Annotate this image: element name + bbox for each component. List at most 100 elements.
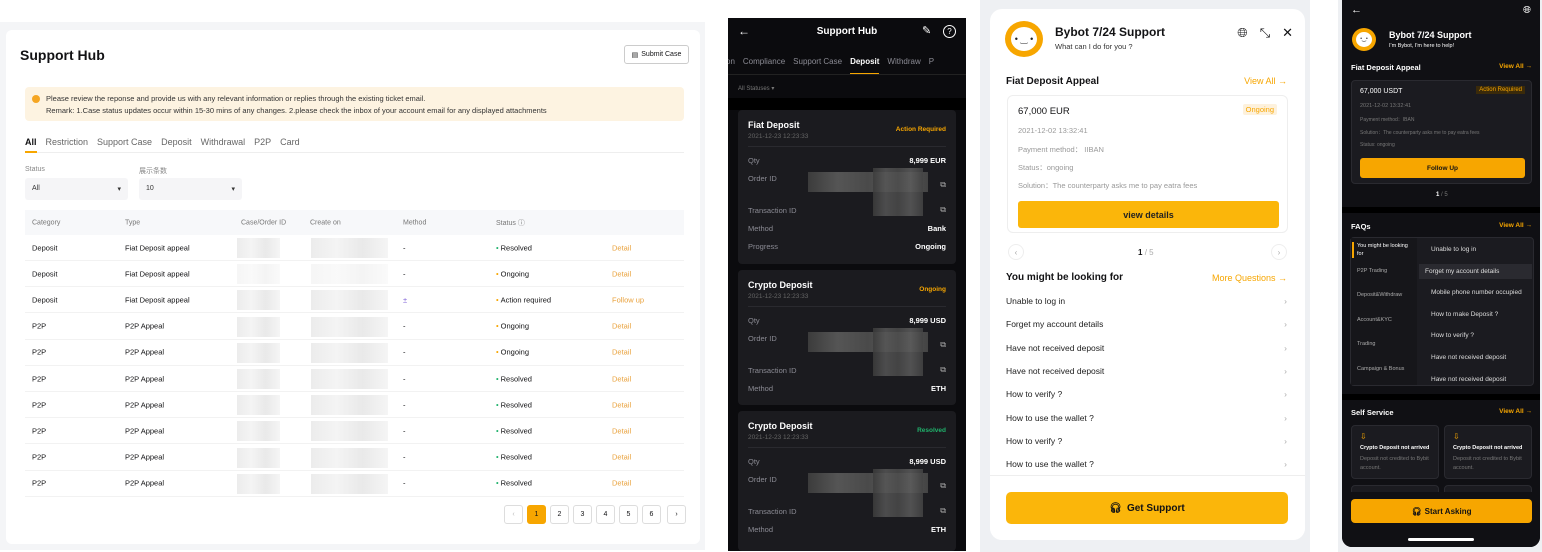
close-icon[interactable]: ✕ bbox=[1282, 25, 1293, 40]
appeal-status: Status：ongoing bbox=[1018, 163, 1074, 172]
page-button-5[interactable]: 5 bbox=[619, 505, 638, 524]
help-icon[interactable]: ⓘ bbox=[517, 219, 525, 227]
mobile-tab-4[interactable]: Withdraw bbox=[887, 57, 921, 66]
copy-icon[interactable]: ⧉ bbox=[940, 340, 946, 349]
tab-3[interactable]: Deposit bbox=[161, 137, 192, 147]
row-action-link[interactable]: Detail bbox=[612, 400, 632, 410]
view-details-button[interactable]: view details bbox=[1018, 201, 1279, 228]
more-questions-link[interactable]: More Questions → bbox=[1211, 273, 1287, 283]
appeal-date: 2021-12-02 13:32:41 bbox=[1018, 126, 1088, 135]
table-row: P2P P2P Appeal - Resolved Detail bbox=[25, 392, 684, 419]
page-button-3[interactable]: 3 bbox=[573, 505, 592, 524]
table-row: Deposit Fiat Deposit appeal - Ongoing De… bbox=[25, 261, 684, 288]
question-item[interactable]: How to verify ? › bbox=[1006, 389, 1287, 399]
faq-question[interactable]: Have not received deposit bbox=[1431, 375, 1507, 383]
row-action-link[interactable]: Detail bbox=[612, 452, 632, 462]
row-action-link[interactable]: Detail bbox=[612, 478, 632, 488]
question-item[interactable]: How to use the wallet ? › bbox=[1006, 413, 1287, 423]
edit-note-icon[interactable]: ✎ bbox=[922, 25, 932, 37]
status-select[interactable]: All ▾ bbox=[25, 178, 128, 200]
row-action-link[interactable]: Detail bbox=[612, 347, 632, 357]
page-button-4[interactable]: 4 bbox=[596, 505, 615, 524]
question-item[interactable]: How to use the wallet ? › bbox=[1006, 459, 1287, 469]
question-item[interactable]: Unable to log in › bbox=[1006, 296, 1287, 306]
minimize-icon[interactable]: ⤡ bbox=[1259, 25, 1271, 40]
prev-page-button[interactable]: ‹ bbox=[504, 505, 523, 524]
self-service-card[interactable]: ⇩ Crypto Deposit not arrived Deposit not c… bbox=[1444, 425, 1532, 479]
faq-category[interactable]: Deposit&Withdraw bbox=[1357, 292, 1403, 298]
faq-question[interactable]: Have not received deposit bbox=[1431, 354, 1507, 361]
page-button-2[interactable]: 2 bbox=[550, 505, 569, 524]
copy-icon[interactable]: ⧉ bbox=[940, 180, 946, 189]
back-arrow-icon[interactable]: ← bbox=[1351, 4, 1362, 16]
page-button-6[interactable]: 6 bbox=[642, 505, 661, 524]
faq-question[interactable]: Forget my account details bbox=[1419, 263, 1532, 279]
mobile-tab-2[interactable]: Support Case bbox=[793, 57, 843, 66]
start-asking-button[interactable]: 🎧︎ Start Asking bbox=[1351, 499, 1532, 523]
copy-icon[interactable]: ⧉ bbox=[940, 481, 946, 490]
row-action-link[interactable]: Detail bbox=[612, 269, 632, 279]
back-arrow-icon[interactable]: ← bbox=[738, 24, 750, 38]
row-action-link[interactable]: Detail bbox=[612, 374, 632, 383]
progress-value: Ongoing bbox=[915, 242, 946, 251]
faq-category[interactable]: Trading bbox=[1357, 341, 1376, 347]
notice-line-2: Remark: 1.Case status updates occur with… bbox=[46, 106, 547, 115]
submit-case-button[interactable]: ▤ Submit Case bbox=[624, 45, 689, 64]
view-all-link[interactable]: View All → bbox=[1499, 63, 1532, 70]
globe-icon[interactable]: 🌐︎ bbox=[1237, 25, 1248, 40]
method-cell: - bbox=[403, 269, 406, 279]
self-service-card[interactable]: ⇩ Crypto Deposit not arrived Deposit not c… bbox=[1351, 425, 1439, 479]
mobile-tab-0[interactable]: tion bbox=[728, 57, 735, 66]
type-cell: P2P Appeal bbox=[125, 347, 165, 357]
row-action-link[interactable]: Follow up bbox=[612, 295, 645, 305]
case-id-redacted bbox=[237, 264, 280, 285]
next-page-button[interactable]: › bbox=[667, 505, 686, 524]
page-button-1[interactable]: 1 bbox=[527, 505, 546, 524]
mobile-tab-3[interactable]: Deposit bbox=[850, 57, 880, 75]
tab-2[interactable]: Support Case bbox=[97, 137, 153, 147]
qty-value: 8,999 USD bbox=[909, 457, 946, 466]
copy-icon[interactable]: ⧉ bbox=[940, 205, 946, 214]
bot-title: Bybot 7/24 Support bbox=[1389, 30, 1472, 40]
get-support-button[interactable]: 🎧︎ Get Support bbox=[1006, 492, 1288, 524]
copy-icon[interactable]: ⧉ bbox=[940, 365, 946, 374]
faq-category[interactable]: Account&KYC bbox=[1357, 316, 1392, 323]
faqs-view-all-link[interactable]: View All → bbox=[1499, 222, 1532, 229]
deposit-card[interactable]: Crypto Deposit 2021-12-23 12:23:33 Ongoi… bbox=[738, 270, 956, 405]
desktop-support-hub: Support Hub ▤ Submit Case Please review t… bbox=[6, 30, 700, 544]
globe-icon[interactable]: 🌐︎ bbox=[1523, 5, 1531, 16]
row-action-link[interactable]: Detail bbox=[612, 321, 632, 331]
tab-1[interactable]: Restriction bbox=[45, 137, 89, 147]
mobile-tab-1[interactable]: Compliance bbox=[742, 57, 786, 66]
status-filter[interactable]: All Statuses ▾ bbox=[738, 86, 775, 92]
count-select[interactable]: 10 ▾ bbox=[139, 178, 242, 200]
tab-0[interactable]: All bbox=[25, 137, 37, 153]
faq-question[interactable]: Unable to log in bbox=[1431, 246, 1477, 253]
row-action-link[interactable]: Detail bbox=[612, 426, 632, 436]
follow-up-button[interactable]: Follow Up bbox=[1360, 158, 1525, 178]
question-item[interactable]: How to verify ? › bbox=[1006, 436, 1287, 446]
copy-icon[interactable]: ⧉ bbox=[940, 506, 946, 515]
question-item[interactable]: Have not received deposit › bbox=[1006, 343, 1287, 353]
question-item[interactable]: Have not received deposit › bbox=[1006, 366, 1287, 376]
prev-icon[interactable]: ‹ bbox=[1008, 244, 1024, 260]
faq-category[interactable]: You might be looking for bbox=[1352, 242, 1412, 258]
next-icon[interactable]: › bbox=[1271, 244, 1287, 260]
self-service-view-all-link[interactable]: View All → bbox=[1499, 408, 1532, 415]
mobile-tab-5[interactable]: P bbox=[928, 57, 935, 66]
faq-question[interactable]: How to verify ? bbox=[1431, 332, 1474, 340]
tab-6[interactable]: Card bbox=[280, 137, 300, 147]
tab-5[interactable]: P2P bbox=[254, 137, 272, 147]
faq-question[interactable]: Mobile phone number occupied bbox=[1431, 289, 1522, 297]
faq-category[interactable]: P2P Trading bbox=[1357, 267, 1388, 274]
deposit-card[interactable]: Fiat Deposit 2021-12-23 12:23:33 Action … bbox=[738, 110, 956, 264]
help-icon[interactable]: ? bbox=[943, 25, 956, 38]
question-item[interactable]: Forget my account details › bbox=[1006, 319, 1287, 329]
row-action-link[interactable]: Detail bbox=[612, 243, 632, 252]
view-all-link[interactable]: View All → bbox=[1244, 76, 1287, 86]
faq-question[interactable]: How to make Deposit ? bbox=[1431, 310, 1499, 318]
faq-category[interactable]: Campaign & Bonus bbox=[1357, 365, 1405, 372]
tab-4[interactable]: Withdrawal bbox=[200, 137, 246, 147]
deposit-card[interactable]: Crypto Deposit 2021-12-23 12:23:33 Resol… bbox=[738, 411, 956, 551]
table-row: P2P P2P Appeal - Resolved Detail bbox=[25, 418, 684, 445]
